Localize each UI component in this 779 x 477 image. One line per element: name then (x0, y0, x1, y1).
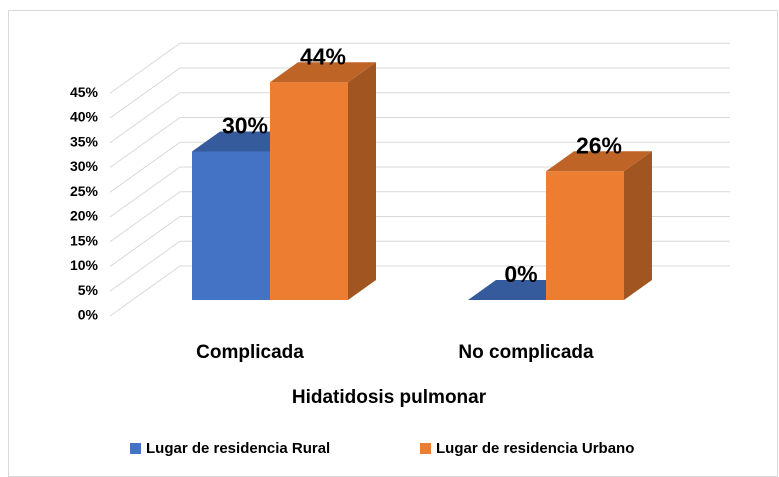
y-tick-label: 20% (70, 208, 99, 224)
bar-front (192, 151, 270, 300)
y-tick-label: 5% (78, 282, 99, 298)
grid-line (109, 117, 730, 168)
bar-side (348, 62, 376, 301)
y-tick-label: 30% (70, 158, 99, 174)
legend-swatch (130, 443, 141, 454)
x-tick-label: Complicada (196, 342, 304, 363)
y-tick-label: 40% (70, 109, 99, 125)
grid-line (109, 92, 730, 144)
y-tick-label: 35% (70, 133, 99, 149)
legend-label: Lugar de residencia Urbano (436, 440, 634, 457)
y-tick-label: 45% (70, 84, 99, 100)
legend-label: Lugar de residencia Rural (146, 440, 330, 457)
grid-line (109, 141, 730, 193)
y-tick-label: 25% (70, 183, 99, 199)
bar-side (624, 151, 652, 300)
data-label: 44% (300, 43, 346, 69)
bar-top (270, 62, 376, 83)
grid-line (109, 67, 730, 119)
y-tick-label: 0% (78, 307, 99, 323)
legend-swatch (420, 443, 431, 454)
data-label: 26% (576, 132, 622, 158)
x-axis-title: Hidatidosis pulmonar (292, 387, 487, 408)
y-tick-label: 15% (70, 232, 99, 248)
bar-front (546, 171, 624, 300)
bar-top (546, 151, 652, 172)
grid-line (109, 166, 730, 218)
grid-line (109, 42, 730, 94)
data-label: 30% (222, 113, 268, 139)
x-tick-label: No complicada (458, 342, 594, 363)
data-label: 0% (504, 261, 537, 287)
bar-front (270, 82, 348, 300)
y-tick-label: 10% (70, 257, 99, 273)
